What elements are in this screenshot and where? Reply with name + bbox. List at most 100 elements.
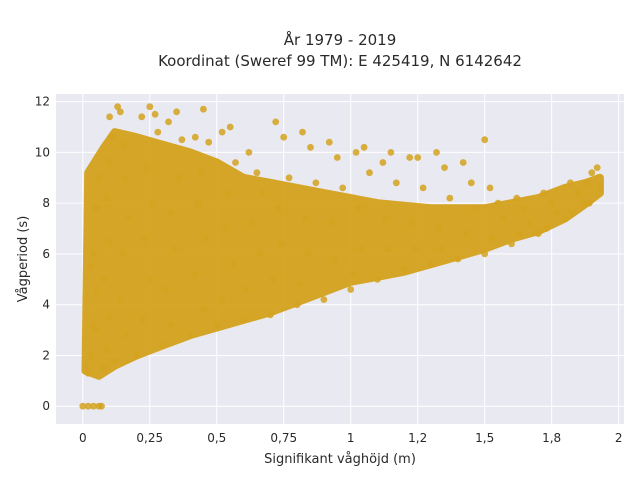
scatter-point (108, 133, 116, 141)
scatter-point (285, 174, 293, 182)
scatter-point (293, 301, 301, 309)
x-tick-label: 1,5 (475, 431, 494, 445)
scatter-point (122, 331, 130, 339)
scatter-point (406, 154, 414, 161)
x-tick-label: 1 (347, 431, 355, 445)
scatter-point (360, 143, 368, 151)
y-tick-label: 4 (42, 298, 50, 312)
scatter-point (585, 199, 593, 207)
scatter-point (218, 296, 226, 303)
scatter-point (441, 164, 448, 172)
scatter-point (366, 169, 373, 177)
scatter-point (229, 260, 237, 268)
scatter-point (146, 103, 154, 111)
scatter-point (173, 108, 181, 116)
scatter-point (325, 138, 333, 146)
scatter-point (191, 133, 199, 141)
scatter-point (200, 105, 207, 113)
scatter-point (90, 402, 97, 410)
scatter-point (245, 149, 253, 156)
scatter-point (296, 281, 304, 288)
scatter-point (575, 189, 582, 197)
scatter-point (146, 275, 154, 283)
scatter-point (275, 204, 282, 212)
scatter-point (384, 245, 392, 253)
scatter-point (170, 245, 178, 253)
scatter-point (567, 179, 574, 187)
scatter-point (435, 225, 443, 232)
x-axis-ticks: 0 0,25 0,5 0,75 1 1,2 1,5 1,8 2 (79, 431, 622, 445)
scatter-point (521, 204, 529, 212)
scatter-point (138, 113, 146, 121)
scatter-point (205, 138, 213, 146)
scatter-point (588, 169, 596, 177)
y-axis-ticks: 0 2 4 6 8 10 12 (35, 95, 50, 414)
scatter-point (95, 174, 103, 182)
scatter-point (272, 118, 280, 126)
scatter-point (266, 311, 274, 319)
x-tick-label: 1,2 (408, 431, 427, 445)
scatter-point (414, 154, 422, 161)
scatter-point (392, 179, 400, 187)
scatter-point (240, 316, 247, 324)
scatter-point (508, 240, 515, 248)
scatter-point (141, 235, 148, 243)
scatter-point (408, 220, 416, 227)
scatter-point (299, 128, 306, 136)
scatter-point (526, 220, 534, 227)
scatter-point (301, 215, 309, 222)
scatter-point (98, 402, 105, 410)
scatter-point (307, 143, 314, 151)
scatter-point (84, 402, 92, 410)
y-tick-label: 12 (35, 95, 50, 109)
scatter-point (84, 369, 92, 377)
scatter-point (114, 103, 121, 111)
scatter-point (167, 321, 175, 329)
y-tick-label: 10 (35, 145, 50, 159)
scatter-point (90, 250, 97, 258)
x-tick-label: 0,75 (270, 431, 297, 445)
y-tick-label: 8 (42, 196, 50, 210)
scatter-point (320, 296, 328, 303)
scatter-point (106, 314, 113, 321)
scatter-point (473, 204, 480, 212)
scatter-point (92, 288, 100, 296)
scatter-point (106, 113, 113, 121)
scatter-point (90, 321, 97, 329)
scatter-point (159, 341, 167, 349)
scatter-point (500, 215, 507, 222)
scatter-point (106, 237, 113, 245)
scatter-point (122, 174, 130, 182)
scatter-point (221, 225, 229, 232)
scatter-point (347, 286, 355, 293)
scatter-point (165, 118, 172, 126)
scatter-point (226, 123, 234, 131)
scatter-point (513, 194, 521, 202)
scatter-density-body (81, 128, 604, 380)
scatter-point (352, 149, 360, 156)
scatter-point (548, 199, 556, 207)
scatter-point (269, 275, 277, 283)
scatter-point (119, 141, 127, 149)
scatter-point (232, 159, 239, 166)
chart-title-line-2: Koordinat (Sweref 99 TM): E 425419, N 61… (158, 52, 522, 70)
scatter-point (438, 245, 446, 253)
scatter-point (446, 194, 454, 202)
scatter-point (553, 209, 561, 217)
scatter-point (433, 149, 440, 156)
scatter-point (540, 189, 547, 197)
scatter-point (481, 136, 489, 144)
scatter-point (331, 255, 338, 263)
scatter-point (596, 184, 604, 192)
scatter-point (253, 169, 261, 177)
scatter-point (256, 250, 263, 258)
scatter-point (92, 326, 100, 334)
scatter-point (459, 159, 467, 166)
scatter-point (138, 316, 146, 324)
scatter-point (486, 184, 494, 192)
scatter-point (213, 321, 221, 329)
scatter-point (400, 265, 408, 273)
scatter-point (202, 235, 210, 243)
scatter-point (106, 159, 113, 166)
scatter-point (178, 136, 186, 144)
